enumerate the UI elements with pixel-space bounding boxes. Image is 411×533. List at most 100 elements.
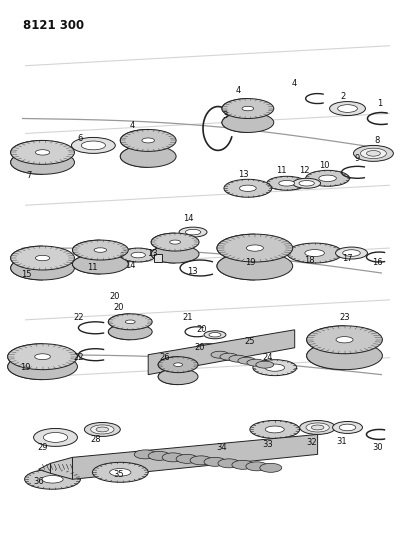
- Ellipse shape: [8, 354, 77, 379]
- Polygon shape: [151, 233, 175, 263]
- Ellipse shape: [151, 245, 199, 263]
- Ellipse shape: [11, 246, 74, 270]
- Text: 24: 24: [263, 353, 273, 362]
- Text: 20: 20: [109, 293, 120, 301]
- Ellipse shape: [92, 462, 148, 482]
- Ellipse shape: [306, 423, 329, 432]
- Text: 17: 17: [342, 254, 353, 263]
- Text: 3: 3: [222, 111, 228, 120]
- Text: 29: 29: [37, 443, 48, 452]
- Ellipse shape: [72, 254, 128, 274]
- Text: 16: 16: [372, 257, 383, 266]
- Ellipse shape: [158, 357, 198, 373]
- Ellipse shape: [246, 462, 268, 471]
- Ellipse shape: [72, 240, 128, 260]
- Ellipse shape: [307, 342, 382, 370]
- Ellipse shape: [209, 333, 221, 337]
- Ellipse shape: [125, 320, 135, 324]
- Polygon shape: [307, 326, 344, 370]
- Text: 4: 4: [235, 86, 240, 95]
- Text: 15: 15: [21, 270, 32, 279]
- Polygon shape: [148, 330, 295, 375]
- Text: 8: 8: [375, 136, 380, 145]
- Text: 1: 1: [377, 99, 382, 108]
- Bar: [154, 254, 162, 262]
- Polygon shape: [11, 246, 43, 280]
- Polygon shape: [222, 99, 248, 133]
- Ellipse shape: [305, 249, 324, 256]
- Polygon shape: [39, 463, 51, 473]
- Ellipse shape: [238, 357, 256, 364]
- Polygon shape: [8, 344, 43, 379]
- Text: 14: 14: [125, 261, 136, 270]
- Ellipse shape: [312, 425, 324, 430]
- Text: 19: 19: [21, 363, 31, 372]
- Ellipse shape: [224, 179, 272, 197]
- Text: 14: 14: [183, 214, 193, 223]
- Text: 34: 34: [217, 443, 227, 452]
- Text: 36: 36: [33, 477, 44, 486]
- Ellipse shape: [35, 354, 51, 360]
- Text: 31: 31: [336, 437, 347, 446]
- Text: 28: 28: [90, 435, 101, 444]
- Ellipse shape: [148, 451, 170, 461]
- Ellipse shape: [339, 424, 356, 431]
- Text: 12: 12: [300, 166, 310, 175]
- Ellipse shape: [170, 240, 180, 244]
- Ellipse shape: [360, 148, 386, 158]
- Text: 9: 9: [355, 154, 360, 163]
- Ellipse shape: [120, 130, 176, 151]
- Ellipse shape: [217, 252, 293, 280]
- Text: 21: 21: [183, 313, 193, 322]
- Ellipse shape: [185, 229, 201, 235]
- Polygon shape: [120, 130, 148, 167]
- Text: 6: 6: [78, 134, 83, 143]
- Ellipse shape: [11, 150, 74, 174]
- Text: 23: 23: [339, 313, 350, 322]
- Ellipse shape: [335, 247, 367, 259]
- Ellipse shape: [158, 369, 198, 385]
- Ellipse shape: [8, 344, 77, 370]
- Ellipse shape: [279, 181, 295, 186]
- Ellipse shape: [35, 150, 50, 155]
- Ellipse shape: [109, 324, 152, 340]
- Ellipse shape: [353, 146, 393, 161]
- Ellipse shape: [176, 454, 198, 463]
- Ellipse shape: [190, 456, 212, 465]
- Ellipse shape: [44, 432, 67, 442]
- Text: 33: 33: [262, 440, 273, 449]
- Text: 11: 11: [87, 263, 98, 272]
- Text: 20: 20: [195, 343, 205, 352]
- Ellipse shape: [250, 421, 300, 439]
- Text: 32: 32: [306, 438, 317, 447]
- Polygon shape: [72, 240, 100, 274]
- Ellipse shape: [306, 171, 349, 186]
- Ellipse shape: [84, 423, 120, 437]
- Ellipse shape: [220, 353, 238, 360]
- Polygon shape: [158, 357, 178, 385]
- Ellipse shape: [307, 326, 382, 354]
- Ellipse shape: [253, 360, 297, 376]
- Ellipse shape: [151, 233, 199, 251]
- Ellipse shape: [96, 427, 109, 432]
- Text: 19: 19: [245, 257, 255, 266]
- Text: 25: 25: [245, 337, 255, 346]
- Ellipse shape: [336, 337, 353, 343]
- Text: 22: 22: [73, 313, 84, 322]
- Ellipse shape: [72, 138, 115, 154]
- Ellipse shape: [211, 351, 229, 358]
- Text: 11: 11: [277, 166, 287, 175]
- Ellipse shape: [222, 112, 274, 133]
- Ellipse shape: [293, 179, 321, 188]
- Ellipse shape: [109, 314, 152, 330]
- Ellipse shape: [91, 425, 114, 434]
- Text: 30: 30: [372, 443, 383, 452]
- Ellipse shape: [162, 453, 184, 462]
- Ellipse shape: [299, 181, 314, 186]
- Ellipse shape: [343, 250, 360, 256]
- Ellipse shape: [242, 106, 254, 111]
- Text: 35: 35: [113, 470, 124, 479]
- Ellipse shape: [300, 421, 335, 434]
- Ellipse shape: [367, 151, 381, 156]
- Ellipse shape: [42, 475, 63, 483]
